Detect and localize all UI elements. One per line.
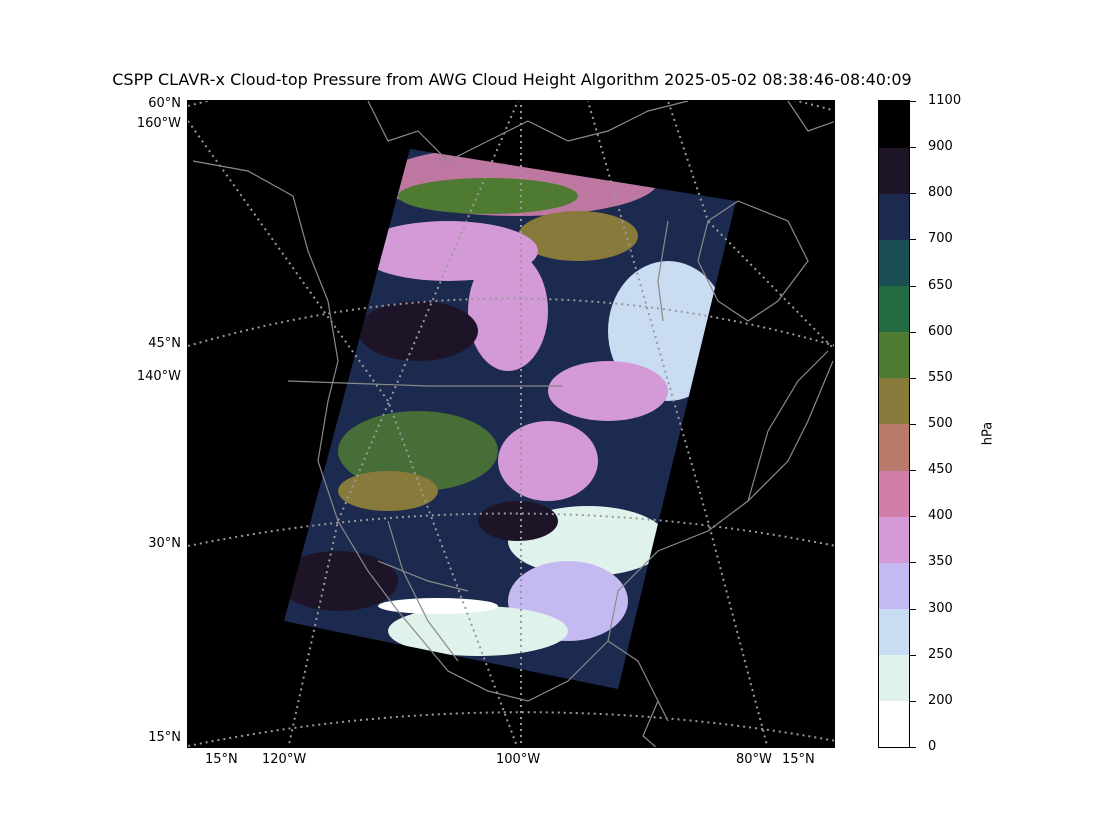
colorbar-unit-label: hPa bbox=[980, 421, 996, 446]
colorbar-tick-label: 900 bbox=[928, 139, 953, 155]
colorbar-tick-label: 650 bbox=[928, 277, 953, 293]
colorbar-tick-label: 350 bbox=[928, 554, 953, 570]
label-bottom-15-right: 15°N bbox=[782, 752, 815, 767]
colorbar-tick-label: 250 bbox=[928, 646, 953, 662]
map-panel bbox=[187, 100, 835, 748]
colorbar-bin bbox=[879, 239, 909, 287]
label-lon-100: 100°W bbox=[496, 752, 541, 767]
colorbar-tick-label: 800 bbox=[928, 185, 953, 201]
colorbar-tick-label: 500 bbox=[928, 416, 953, 431]
colorbar-bin bbox=[879, 193, 909, 240]
coastlines bbox=[192, 101, 834, 747]
colorbar-bin bbox=[879, 147, 909, 194]
colorbar-tick-label: 600 bbox=[928, 323, 953, 339]
colorbar-tick-label: 700 bbox=[928, 231, 953, 247]
colorbar-tick bbox=[910, 562, 916, 564]
colorbar-tick-label: 300 bbox=[928, 600, 953, 616]
label-lat-30: 30°N bbox=[148, 536, 181, 551]
colorbar-bin bbox=[879, 424, 909, 471]
colorbar-tick bbox=[910, 747, 916, 748]
label-lat-15: 15°N bbox=[148, 730, 181, 745]
colorbar-bin bbox=[879, 470, 909, 517]
colorbar-tick bbox=[910, 654, 916, 656]
colorbar-bin bbox=[879, 331, 909, 379]
colorbar-bin bbox=[879, 562, 909, 610]
label-lat-60: 60°N bbox=[148, 96, 181, 111]
colorbar-tick bbox=[910, 424, 916, 425]
colorbar-bin bbox=[879, 608, 909, 656]
map-title: CSPP CLAVR-x Cloud-top Pressure from AWG… bbox=[112, 70, 912, 89]
label-bottom-15-left: 15°N bbox=[205, 752, 238, 767]
label-lon-120: 120°W bbox=[262, 752, 307, 767]
label-lon-160: 160°W bbox=[136, 116, 181, 131]
colorbar-tick bbox=[910, 147, 916, 149]
colorbar-bin bbox=[879, 101, 909, 148]
colorbar bbox=[878, 100, 910, 748]
colorbar-tick-label: 400 bbox=[928, 508, 953, 524]
map-canvas bbox=[188, 101, 834, 747]
colorbar-bin bbox=[879, 700, 909, 748]
graticule bbox=[188, 101, 834, 747]
colorbar-tick-label: 550 bbox=[928, 369, 953, 385]
colorbar-tick bbox=[910, 239, 916, 241]
colorbar-bin bbox=[879, 377, 909, 425]
colorbar-tick bbox=[910, 608, 916, 610]
colorbar-tick bbox=[910, 470, 916, 472]
colorbar-tick bbox=[910, 516, 916, 518]
colorbar-tick bbox=[910, 331, 916, 333]
label-lon-80: 80°W bbox=[736, 752, 772, 767]
colorbar-bin bbox=[879, 654, 909, 702]
colorbar-tick bbox=[910, 285, 916, 287]
colorbar-tick-label: 200 bbox=[928, 692, 953, 708]
colorbar-tick bbox=[910, 101, 916, 102]
colorbar-tick-label: 1100 bbox=[928, 93, 962, 108]
cloud-field bbox=[284, 149, 736, 689]
colorbar-bin bbox=[879, 285, 909, 333]
colorbar-bin bbox=[879, 516, 909, 563]
colorbar-tick bbox=[910, 193, 916, 195]
colorbar-tick bbox=[910, 700, 916, 702]
colorbar-tick-label: 0 bbox=[928, 739, 937, 754]
label-lat-45: 45°N bbox=[148, 336, 181, 351]
colorbar-tick-label: 450 bbox=[928, 462, 953, 478]
label-lon-140: 140°W bbox=[136, 369, 181, 384]
colorbar-tick bbox=[910, 377, 916, 379]
